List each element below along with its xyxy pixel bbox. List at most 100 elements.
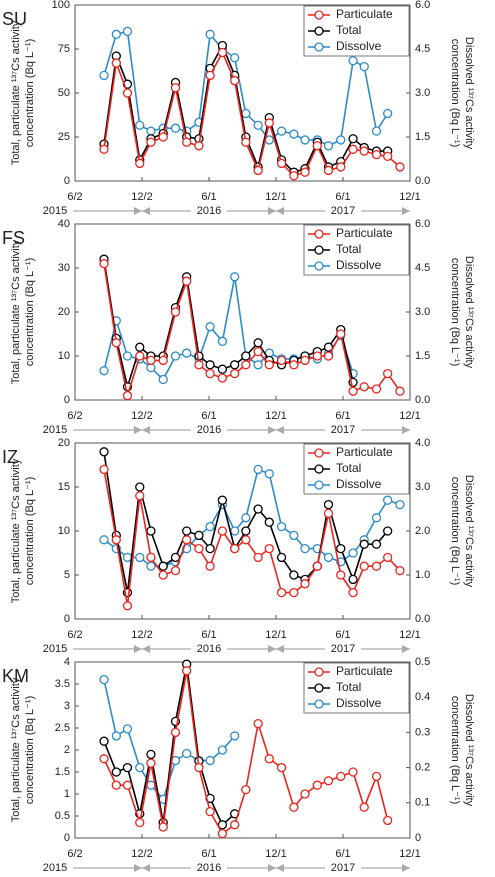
- year-label: 2017: [331, 862, 355, 874]
- data-point: [122, 88, 133, 98]
- data-point: [217, 820, 228, 830]
- legend-marker: [314, 699, 324, 709]
- data-point: [122, 724, 133, 734]
- data-point: [146, 749, 156, 760]
- data-point: [111, 780, 121, 790]
- data-point: [264, 517, 274, 527]
- legend-marker: [314, 26, 324, 36]
- data-point: [135, 552, 145, 563]
- panel: IZ 0 5 10 15 20 0.0 1.0 2.0 3.0 4.0 6/2 12/2 6/1 12/1 6…: [2, 437, 475, 655]
- data-point: [241, 351, 251, 361]
- data-point: [230, 76, 240, 86]
- data-point: [348, 386, 358, 396]
- data-point: [205, 521, 215, 532]
- data-point: [241, 360, 251, 370]
- data-point: [348, 134, 358, 144]
- legend-label: Particulate: [336, 226, 393, 240]
- y-tick-label: 0: [64, 394, 70, 406]
- x-tick-label: 6/1: [201, 191, 216, 203]
- data-point: [111, 535, 121, 545]
- legend-marker: [314, 229, 324, 239]
- x-tick-label: 6/1: [201, 629, 216, 641]
- data-point: [122, 390, 133, 401]
- legend-label: Dissolve: [336, 258, 382, 272]
- arrow-head: [276, 207, 284, 215]
- data-point: [158, 822, 168, 832]
- y2-axis-label: Dissolved ¹³⁷Cs activityconcentration (B…: [449, 694, 475, 807]
- y-tick-label: 15: [58, 481, 70, 493]
- data-point: [170, 727, 181, 738]
- data-point: [205, 561, 215, 571]
- data-point: [300, 789, 310, 799]
- data-point: [170, 552, 181, 563]
- data-point: [135, 762, 145, 773]
- data-point: [146, 137, 156, 147]
- data-point: [122, 351, 133, 361]
- data-point: [371, 771, 382, 782]
- data-point: [205, 360, 215, 370]
- data-point: [383, 552, 393, 563]
- data-point: [135, 817, 145, 828]
- data-point: [111, 29, 121, 39]
- legend-marker: [314, 261, 324, 271]
- arrow-head: [142, 864, 150, 872]
- data-point: [264, 118, 274, 128]
- data-point: [217, 828, 228, 839]
- data-point: [194, 543, 204, 554]
- data-point: [99, 754, 109, 764]
- panel-label: KM: [2, 666, 29, 686]
- data-point: [253, 346, 263, 357]
- data-point: [111, 58, 121, 68]
- data-point: [158, 355, 168, 366]
- legend-label: Particulate: [336, 7, 393, 21]
- data-point: [348, 56, 358, 66]
- x-tick-label: 6/1: [335, 629, 350, 641]
- data-point: [289, 802, 299, 812]
- data-point: [371, 149, 382, 160]
- y2-tick-label: 0: [415, 832, 421, 844]
- data-point: [276, 552, 287, 563]
- data-point: [135, 120, 145, 130]
- arrow-head: [134, 645, 142, 653]
- y2-tick-label: 1.5: [415, 131, 430, 143]
- data-point: [336, 771, 346, 782]
- x-tick-label: 12/1: [399, 629, 420, 641]
- y2-axis-label: Dissolved ¹³⁷Cs activityconcentration (B…: [449, 475, 475, 588]
- data-point: [217, 526, 228, 536]
- data-point: [336, 135, 346, 145]
- y-axis-label-line: Total, particulate ¹³⁷Cs activity: [10, 239, 22, 384]
- data-point: [253, 504, 263, 514]
- y2-axis-label-line: concentration (Bq L⁻¹): [449, 39, 461, 148]
- y2-axis-label-line: Dissolved ¹³⁷Cs activity: [463, 37, 475, 150]
- year-label: 2016: [197, 424, 221, 436]
- data-point: [111, 338, 121, 348]
- year-label: 2016: [197, 643, 221, 655]
- data-point: [146, 758, 156, 768]
- data-point: [122, 780, 133, 790]
- year-label: 2015: [43, 424, 67, 436]
- legend-marker: [314, 464, 324, 474]
- data-point: [276, 521, 287, 532]
- data-point: [336, 329, 346, 339]
- x-tick-label: 12/1: [265, 848, 286, 860]
- data-point: [336, 162, 346, 172]
- y2-axis-label-line: concentration (Bq L⁻¹): [449, 258, 461, 367]
- y2-tick-label: 4.5: [415, 43, 430, 55]
- data-point: [230, 820, 240, 830]
- x-tick-label: 6/2: [67, 629, 82, 641]
- data-point: [359, 382, 369, 392]
- data-point: [253, 718, 263, 729]
- data-point: [99, 258, 109, 269]
- legend-label: Total: [336, 680, 361, 694]
- arrow-head: [402, 645, 410, 653]
- legend-marker: [314, 245, 324, 255]
- y2-tick-label: 0.0: [415, 394, 430, 406]
- y-axis-label: Total, particulate ¹³⁷Cs activity concent…: [10, 458, 36, 603]
- data-point: [241, 137, 251, 147]
- data-point: [111, 731, 121, 741]
- year-label: 2016: [197, 205, 221, 217]
- data-point: [158, 374, 168, 385]
- legend-marker: [314, 42, 324, 52]
- data-point: [205, 806, 215, 817]
- y2-axis-label: Dissolved ¹³⁷Cs activityconcentration (B…: [449, 37, 475, 150]
